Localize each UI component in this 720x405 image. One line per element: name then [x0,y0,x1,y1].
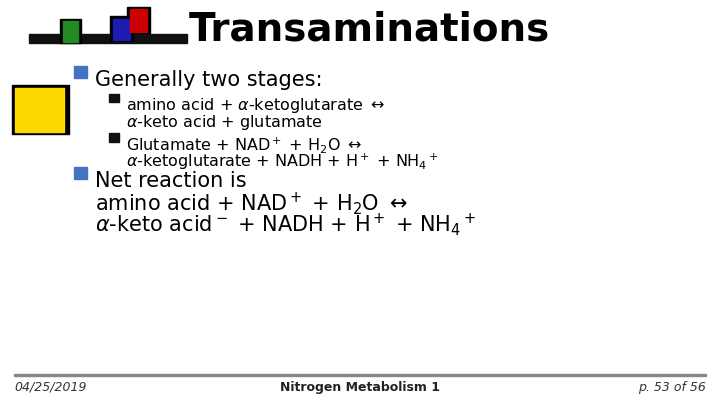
Bar [63,21,78,42]
Bar [109,133,119,142]
Text: amino acid + NAD$^+$ + H$_2$O $\leftrightarrow$: amino acid + NAD$^+$ + H$_2$O $\leftrigh… [95,190,408,217]
Bar [127,7,150,33]
Text: amino acid + $\alpha$-ketoglutarate $\leftrightarrow$: amino acid + $\alpha$-ketoglutarate $\le… [126,96,385,115]
Text: $\alpha$-ketoglutarate + NADH + H$^+$ + NH$_4$$^+$: $\alpha$-ketoglutarate + NADH + H$^+$ + … [126,152,438,172]
Text: p. 53 of 56: p. 53 of 56 [638,381,706,394]
Bar [15,88,64,132]
Bar [109,94,119,102]
Text: Generally two stages:: Generally two stages: [95,70,323,90]
Text: $\alpha$-keto acid + glutamate: $\alpha$-keto acid + glutamate [126,113,323,132]
Text: Glutamate + NAD$^+$ + H$_2$O $\leftrightarrow$: Glutamate + NAD$^+$ + H$_2$O $\leftright… [126,135,362,155]
Bar [14,374,706,376]
Bar [12,85,69,134]
Bar [29,34,187,43]
Text: $\alpha$-keto acid$^-$ + NADH + H$^+$ + NH$_4$$^+$: $\alpha$-keto acid$^-$ + NADH + H$^+$ + … [95,211,476,238]
Text: Net reaction is: Net reaction is [95,171,247,191]
Bar [60,19,81,43]
Text: Nitrogen Metabolism 1: Nitrogen Metabolism 1 [280,381,440,394]
Bar [74,66,87,78]
Bar [74,167,87,179]
Bar [113,19,130,40]
Bar [130,9,147,32]
Text: 04/25/2019: 04/25/2019 [14,381,87,394]
Bar [110,16,133,41]
Text: Transaminations: Transaminations [189,10,550,48]
